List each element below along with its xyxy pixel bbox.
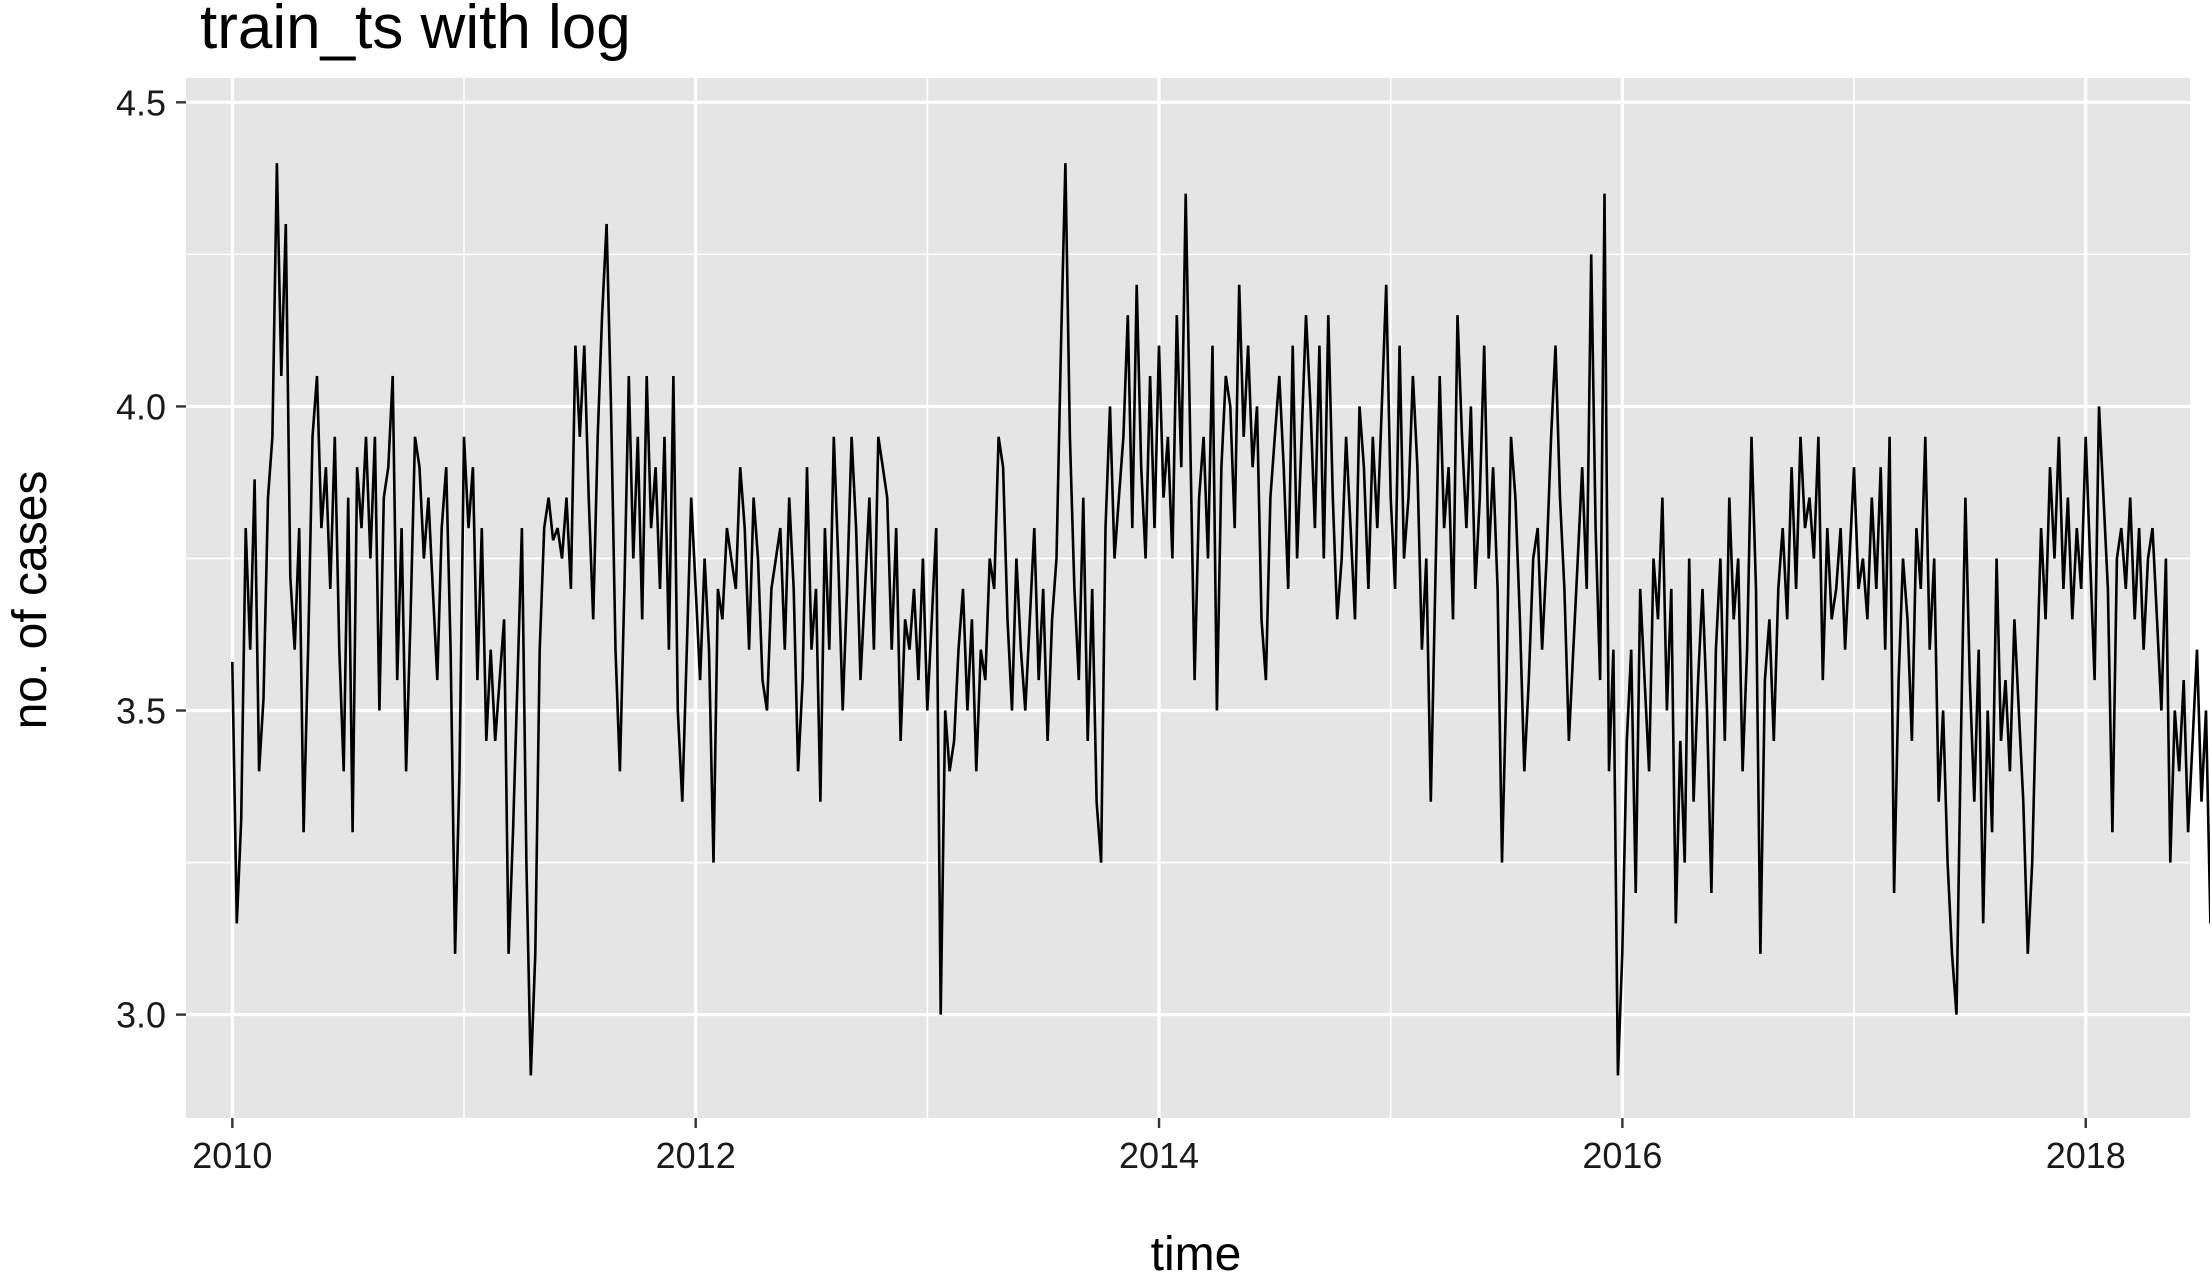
chart-title: train_ts with log — [200, 0, 631, 62]
y-axis-title: no. of cases — [4, 471, 57, 730]
x-tick-label: 2016 — [1582, 1135, 1662, 1176]
x-axis: 2010 2012 2014 2016 2018 — [192, 1118, 2126, 1176]
x-tick-label: 2018 — [2046, 1135, 2126, 1176]
x-tick-label: 2012 — [656, 1135, 736, 1176]
y-tick-label: 3.5 — [116, 691, 166, 732]
x-axis-title: time — [1151, 1228, 1242, 1281]
y-tick-label: 3.0 — [116, 995, 166, 1036]
y-tick-label: 4.0 — [116, 386, 166, 427]
y-axis: 3.0 3.5 4.0 4.5 — [116, 82, 186, 1036]
series-line — [231, 163, 2210, 1076]
plot-panel — [186, 78, 2190, 1118]
y-tick-label: 4.5 — [116, 82, 166, 123]
x-tick-label: 2014 — [1119, 1135, 1199, 1176]
x-tick-label: 2010 — [192, 1135, 272, 1176]
